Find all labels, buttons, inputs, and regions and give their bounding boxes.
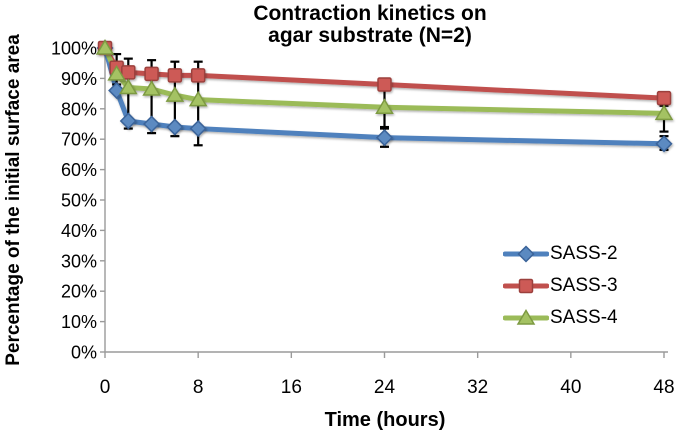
legend-label: SASS-4: [550, 307, 618, 328]
y-tick-label: 100%: [51, 39, 97, 59]
SASS-3-square-marker: [167, 68, 183, 83]
y-tick-label: 40%: [61, 221, 97, 241]
legend: SASS-2 SASS-3 SASS-4: [503, 238, 618, 334]
y-tick-label: 10%: [61, 312, 97, 332]
y-tick-label: 20%: [61, 282, 97, 302]
legend-label: SASS-3: [550, 275, 618, 296]
x-tick-label: 8: [193, 377, 204, 398]
x-tick-label: 0: [100, 377, 111, 398]
SASS-4-triangle-marker: [165, 86, 185, 102]
y-tick-label: 60%: [61, 160, 97, 180]
legend-item-sass-2: SASS-2: [503, 238, 618, 270]
SASS-2-diamond-marker: [108, 81, 126, 100]
chart-title-line1: Contraction kinetics on: [253, 2, 487, 25]
x-tick-label: 24: [374, 377, 396, 398]
SASS-2-diamond-marker: [655, 135, 673, 153]
SASS-4-triangle-marker: [95, 39, 115, 55]
SASS-2-diamond-marker: [517, 245, 535, 263]
legend-item-sass-4: SASS-4: [503, 302, 618, 334]
legend-item-sass-3: SASS-3: [503, 270, 618, 302]
SASS-3-square-marker: [656, 90, 672, 106]
y-tick-label: 90%: [61, 69, 97, 89]
x-tick-label: 40: [560, 377, 581, 398]
tick-labels: 0% 10% 20% 30% 40% 50% 60% 70% 80% 90% 100% 0 8 16 24 3…: [51, 39, 675, 399]
SASS-4-triangle-marker: [516, 309, 536, 325]
x-tick-label: 16: [281, 377, 302, 398]
SASS-4-triangle-marker: [654, 104, 674, 121]
chart-title-line2: agar substrate (N=2): [268, 24, 472, 47]
x-tick-label: 32: [467, 377, 488, 398]
legend-key-diamond-icon: [503, 245, 549, 263]
chart-title: Contraction kinetics on agar substrate (…: [62, 3, 678, 47]
axes: [100, 42, 668, 358]
SASS-3-square-marker: [190, 68, 206, 83]
SASS-4-triangle-marker: [188, 90, 208, 107]
SASS-2-diamond-marker: [189, 119, 207, 138]
legend-key-triangle-icon: [503, 309, 549, 325]
x-axis-title: Time (hours): [324, 409, 446, 431]
SASS-4-triangle-marker: [118, 78, 138, 95]
y-tick-label: 0%: [71, 343, 97, 363]
y-tick-label: 80%: [61, 99, 97, 119]
SASS-2-diamond-marker: [375, 129, 394, 147]
SASS-3-square-marker: [144, 66, 159, 82]
y-tick-label: 30%: [61, 251, 97, 271]
legend-label: SASS-2: [550, 243, 618, 264]
x-tick-label: 48: [653, 377, 674, 398]
SASS-4-triangle-marker: [107, 64, 126, 81]
SASS-3-square-marker: [377, 77, 392, 92]
y-tick-label: 50%: [61, 191, 97, 211]
y-tick-label: 70%: [61, 130, 97, 150]
SASS-3-square-marker: [518, 278, 534, 294]
SASS-2-diamond-marker: [119, 112, 137, 130]
SASS-4-triangle-marker: [142, 80, 161, 96]
series-markers: [95, 39, 674, 153]
SASS-2-diamond-marker: [166, 118, 184, 136]
SASS-4-triangle-marker: [375, 98, 394, 115]
legend-key-square-icon: [503, 278, 549, 294]
SASS-2-diamond-marker: [143, 115, 161, 133]
